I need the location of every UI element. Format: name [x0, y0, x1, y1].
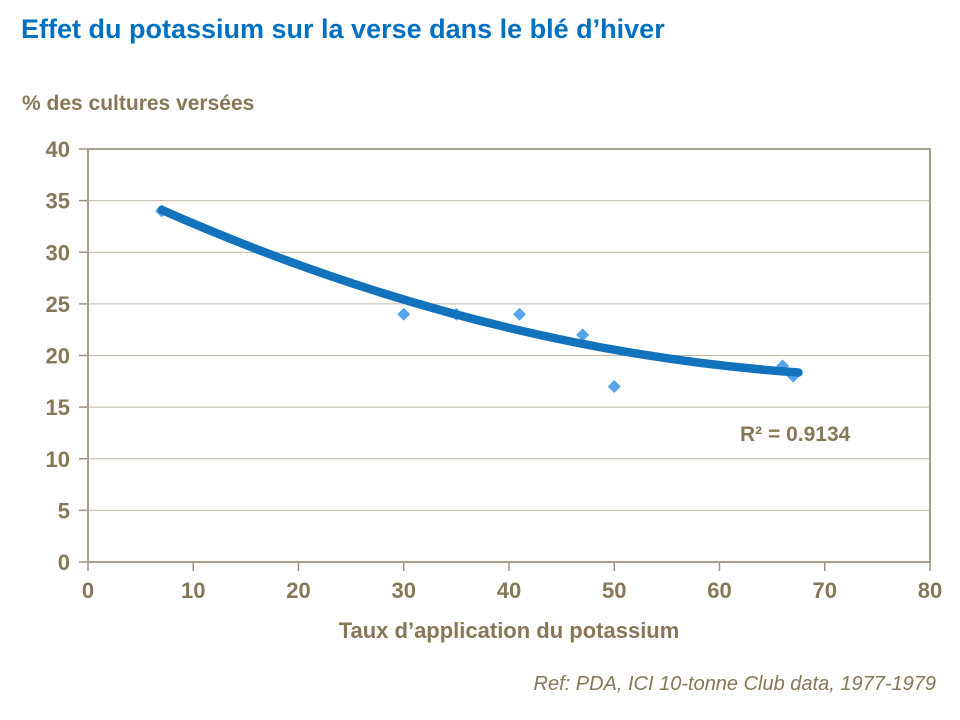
y-tick-label: 15: [46, 395, 70, 420]
y-tick-label: 5: [58, 498, 70, 523]
reference-note: Ref: PDA, ICI 10-tonne Club data, 1977-1…: [533, 673, 936, 695]
x-tick-label: 0: [82, 578, 94, 603]
chart-title: Effet du potassium sur la verse dans le …: [21, 14, 665, 44]
data-point-diamond: [576, 328, 590, 342]
plot-border: [87, 148, 931, 563]
y-tick-label: 0: [58, 550, 70, 575]
r-squared-label: R² = 0.9134: [740, 423, 851, 446]
data-point-diamond: [513, 307, 527, 321]
x-axis-title: Taux d’application du potassium: [338, 618, 680, 643]
y-tick-label: 25: [46, 292, 70, 317]
y-tick-label: 30: [46, 240, 70, 265]
x-tick-label: 30: [392, 578, 416, 603]
x-tick-label: 40: [497, 578, 521, 603]
y-tick-label: 10: [46, 447, 70, 472]
x-tick-label: 70: [813, 578, 837, 603]
y-tick-label: 35: [46, 189, 70, 214]
x-tick-label: 10: [181, 578, 205, 603]
x-tick-label: 60: [707, 578, 731, 603]
y-tick-label: 40: [46, 137, 70, 162]
data-point-diamond: [397, 307, 411, 321]
y-axis-title: % des cultures versées: [22, 92, 255, 115]
x-tick-label: 20: [286, 578, 310, 603]
trendline: [157, 205, 803, 377]
x-tick-label: 80: [918, 578, 942, 603]
y-tick-label: 20: [46, 344, 70, 369]
data-point-diamond: [607, 379, 621, 393]
x-tick-label: 50: [602, 578, 626, 603]
